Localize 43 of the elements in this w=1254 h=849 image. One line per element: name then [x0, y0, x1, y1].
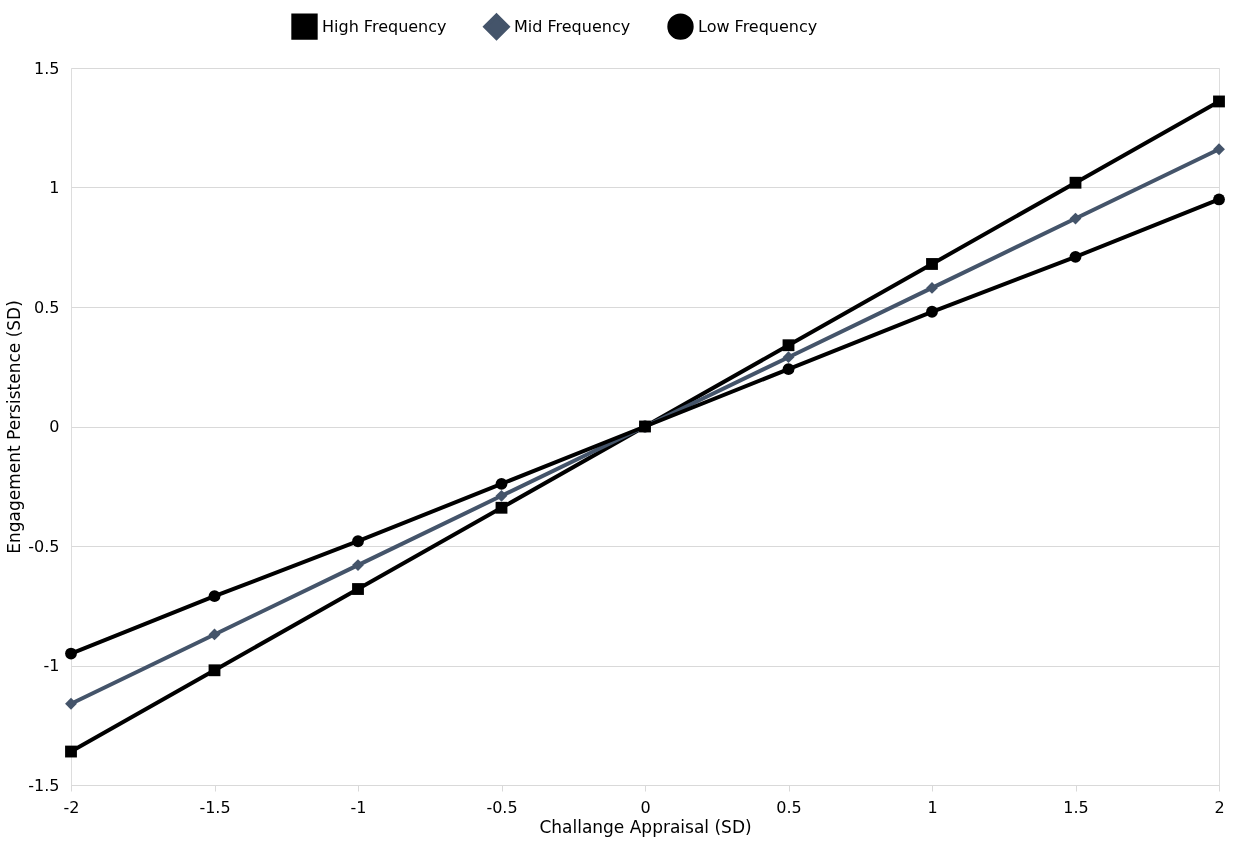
point — [926, 258, 938, 270]
point — [782, 351, 795, 364]
point — [1213, 143, 1225, 156]
y-tick-label: 1.5 — [34, 58, 60, 78]
point — [1213, 95, 1225, 108]
point — [65, 647, 77, 660]
y-tick-label: -0.5 — [28, 536, 60, 556]
x-tick-label: 1.5 — [1063, 797, 1089, 817]
y-tick-label: 1 — [49, 178, 60, 197]
point — [352, 559, 364, 572]
y-axis-title: Engagement Persistence (SD) — [4, 300, 25, 554]
x-axis-title: Challange Appraisal (SD) — [539, 816, 752, 837]
point — [926, 305, 938, 318]
point — [926, 281, 938, 294]
point — [782, 363, 795, 376]
point — [208, 664, 221, 677]
point — [495, 501, 508, 514]
x-tick-label: -0.5 — [486, 797, 518, 817]
x-tick-label: 2 — [1214, 797, 1225, 817]
point — [1069, 176, 1082, 189]
point — [782, 339, 795, 352]
y-tick-label: -1.5 — [28, 775, 60, 795]
x-tick-label: -1 — [350, 797, 367, 817]
point — [208, 590, 221, 603]
x-tick-label: 0.5 — [776, 797, 802, 817]
y-tick-label: -1 — [43, 656, 60, 675]
legend-label: Mid Frequency — [514, 16, 631, 36]
point — [65, 697, 77, 710]
point — [352, 583, 364, 595]
x-tick-label: -2 — [63, 797, 80, 817]
point — [352, 535, 364, 548]
point — [1069, 250, 1082, 263]
x-tick-label: 1 — [927, 797, 938, 817]
point — [65, 745, 77, 758]
y-tick-label: 0.5 — [34, 297, 60, 317]
point — [495, 489, 508, 502]
y-tick-label: 0 — [49, 417, 60, 436]
point — [1213, 193, 1225, 206]
legend-label: Low Frequency — [698, 16, 818, 36]
x-tick-label: 0 — [640, 797, 651, 817]
legend-label: High Frequency — [322, 16, 447, 36]
point — [495, 477, 508, 490]
x-tick-label: -1.5 — [199, 797, 231, 817]
